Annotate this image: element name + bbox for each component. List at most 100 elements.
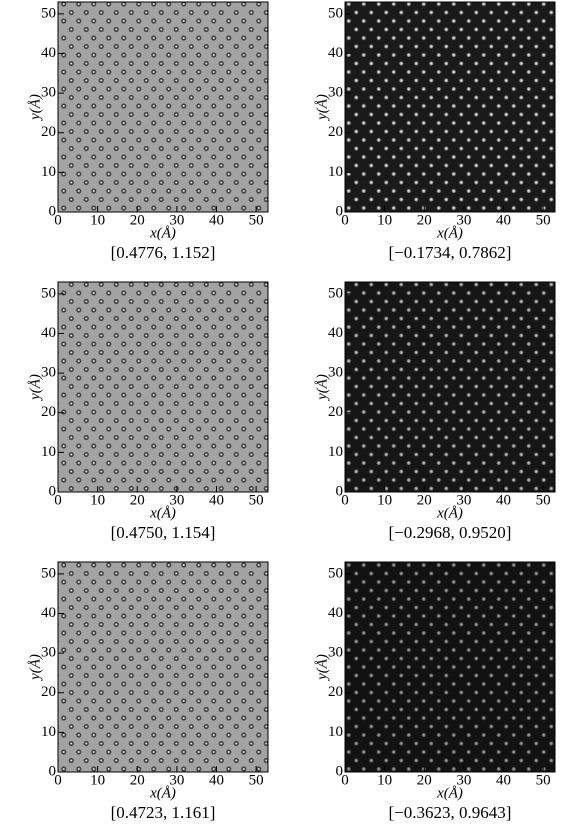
x-tick-label: 40	[209, 212, 224, 228]
y-tick-label: 40	[328, 45, 343, 61]
x-tick-label: 30	[456, 212, 471, 228]
x-tick-label: 0	[341, 772, 349, 788]
image	[345, 562, 555, 772]
x-tick-label: 10	[377, 492, 392, 508]
x-tick-label: 40	[496, 772, 511, 788]
x-tick-label: 20	[130, 212, 145, 228]
x-tick-label: 40	[209, 772, 224, 788]
x-axis-label: x(Å)	[149, 505, 176, 521]
x-tick-label: 10	[90, 212, 105, 228]
y-tick-label: 30	[41, 645, 56, 661]
frame	[344, 1, 556, 213]
y-tick-label: 10	[41, 724, 56, 740]
y-tick-label: 0	[49, 483, 57, 499]
x-tick-label: 30	[456, 492, 471, 508]
image-shade	[345, 562, 555, 772]
x-tick-label: 40	[496, 492, 511, 508]
y-tick-label: 40	[41, 605, 56, 621]
y-tick-label: 40	[41, 325, 56, 341]
y-axis-label: y(Å)	[27, 94, 43, 122]
x-tick-label: 10	[377, 212, 392, 228]
y-tick-label: 0	[336, 483, 344, 499]
x-tick-label: 50	[249, 212, 264, 228]
frame	[57, 1, 269, 213]
y-tick-label: 10	[328, 444, 343, 460]
x-tick-label: 10	[377, 772, 392, 788]
x-tick-label: 0	[54, 492, 62, 508]
y-tick-label: 40	[328, 325, 343, 341]
x-tick-label: 30	[169, 212, 184, 228]
frame	[344, 561, 556, 773]
x-tick-label: 50	[536, 772, 551, 788]
y-tick-label: 10	[328, 724, 343, 740]
y-tick-label: 50	[41, 5, 56, 21]
x-tick-label: 20	[417, 772, 432, 788]
y-tick-label: 10	[41, 164, 56, 180]
y-tick-label: 50	[328, 285, 343, 301]
caption: [0.4776, 1.152]	[111, 243, 216, 262]
y-tick-label: 50	[328, 565, 343, 581]
y-tick-label: 30	[328, 85, 343, 101]
y-tick-label: 40	[328, 605, 343, 621]
caption: [−0.1734, 0.7862]	[389, 243, 512, 262]
y-tick-label: 0	[49, 203, 57, 219]
y-axis-label: y(Å)	[27, 654, 43, 682]
image	[345, 2, 555, 212]
x-tick-label: 20	[417, 212, 432, 228]
y-tick-label: 0	[49, 763, 57, 779]
x-tick-label: 30	[169, 772, 184, 788]
x-tick-label: 20	[417, 492, 432, 508]
x-tick-label: 0	[54, 212, 62, 228]
caption: [0.4723, 1.161]	[111, 803, 216, 822]
y-tick-label: 40	[41, 45, 56, 61]
caption: [−0.2968, 0.9520]	[389, 523, 512, 542]
caption: [−0.3623, 0.9643]	[389, 803, 512, 822]
y-tick-label: 20	[328, 404, 343, 420]
x-tick-label: 30	[169, 492, 184, 508]
y-tick-label: 20	[41, 124, 56, 140]
x-axis-label: x(Å)	[149, 785, 176, 801]
x-tick-label: 0	[54, 772, 62, 788]
y-tick-label: 0	[336, 763, 344, 779]
x-tick-label: 50	[536, 492, 551, 508]
x-axis-label: x(Å)	[436, 785, 463, 801]
x-axis-label: x(Å)	[149, 225, 176, 241]
x-tick-label: 40	[209, 492, 224, 508]
y-tick-label: 20	[328, 684, 343, 700]
y-tick-label: 50	[41, 285, 56, 301]
frame	[57, 561, 269, 773]
x-tick-label: 50	[536, 212, 551, 228]
y-tick-label: 50	[41, 565, 56, 581]
frame	[57, 281, 269, 493]
caption: [0.4750, 1.154]	[111, 523, 216, 542]
y-tick-label: 10	[41, 444, 56, 460]
x-tick-label: 0	[341, 212, 349, 228]
image	[58, 562, 268, 772]
image	[58, 282, 268, 492]
y-tick-label: 50	[328, 5, 343, 21]
x-axis-label: x(Å)	[436, 505, 463, 521]
y-tick-label: 20	[41, 404, 56, 420]
image	[58, 2, 268, 212]
y-axis-label: y(Å)	[314, 654, 330, 682]
y-tick-label: 20	[328, 124, 343, 140]
x-tick-label: 20	[130, 772, 145, 788]
y-tick-label: 20	[41, 684, 56, 700]
x-tick-label: 10	[90, 492, 105, 508]
y-axis-label: y(Å)	[27, 374, 43, 402]
y-tick-label: 30	[328, 645, 343, 661]
x-tick-label: 30	[456, 772, 471, 788]
y-tick-label: 30	[328, 365, 343, 381]
y-tick-label: 30	[41, 85, 56, 101]
y-tick-label: 0	[336, 203, 344, 219]
x-tick-label: 10	[90, 772, 105, 788]
x-axis-label: x(Å)	[436, 225, 463, 241]
frame	[344, 281, 556, 493]
x-tick-label: 40	[496, 212, 511, 228]
x-tick-label: 50	[249, 772, 264, 788]
image-shade	[345, 282, 555, 492]
y-axis-label: y(Å)	[314, 94, 330, 122]
y-tick-label: 10	[328, 164, 343, 180]
x-tick-label: 20	[130, 492, 145, 508]
